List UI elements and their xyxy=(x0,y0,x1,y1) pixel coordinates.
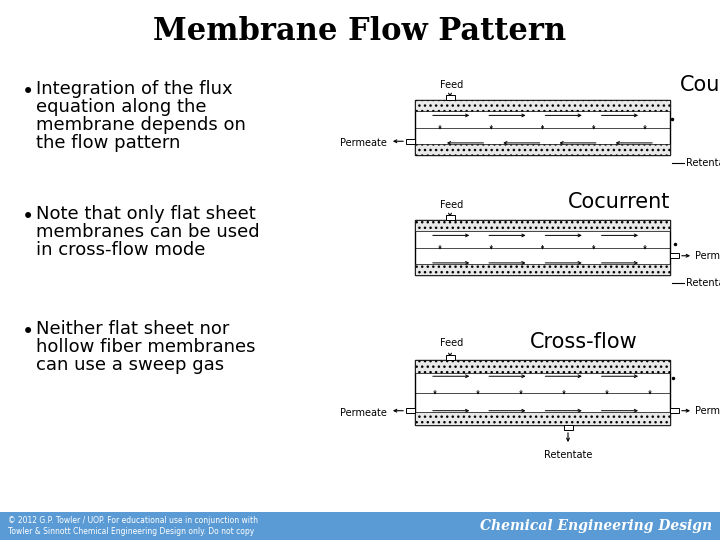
Bar xyxy=(415,360,670,373)
Bar xyxy=(406,408,415,413)
Text: Neither flat sheet nor: Neither flat sheet nor xyxy=(36,320,230,338)
Text: Countercurrent: Countercurrent xyxy=(680,75,720,95)
Bar xyxy=(415,264,670,275)
Text: Retentate: Retentate xyxy=(686,278,720,288)
Bar xyxy=(446,355,454,360)
Bar xyxy=(564,425,572,430)
Text: membranes can be used: membranes can be used xyxy=(36,223,260,241)
Bar xyxy=(415,100,670,111)
Text: Retentate: Retentate xyxy=(544,450,592,460)
Text: Feed: Feed xyxy=(440,200,463,210)
Text: Permeate: Permeate xyxy=(340,408,387,418)
Text: membrane depends on: membrane depends on xyxy=(36,116,246,134)
Text: Membrane Flow Pattern: Membrane Flow Pattern xyxy=(153,17,567,48)
Text: Chemical Engineering Design: Chemical Engineering Design xyxy=(480,519,712,533)
Text: Integration of the flux: Integration of the flux xyxy=(36,80,233,98)
Bar xyxy=(670,253,679,258)
Bar xyxy=(446,215,454,220)
Text: •: • xyxy=(22,82,35,102)
Text: •: • xyxy=(22,322,35,342)
Bar xyxy=(0,512,720,540)
Bar xyxy=(670,408,679,413)
Text: Permeate: Permeate xyxy=(695,251,720,261)
Bar xyxy=(415,100,670,155)
Text: Cross-flow: Cross-flow xyxy=(530,332,637,352)
Bar xyxy=(415,220,670,231)
Bar xyxy=(446,95,454,100)
Text: © 2012 G.P. Towler / UOP. For educational use in conjunction with
Towler & Sinno: © 2012 G.P. Towler / UOP. For educationa… xyxy=(8,516,258,536)
Bar xyxy=(415,220,670,275)
Text: in cross-flow mode: in cross-flow mode xyxy=(36,241,205,259)
Text: Permeate: Permeate xyxy=(695,406,720,416)
Text: Feed: Feed xyxy=(440,338,463,348)
Text: hollow fiber membranes: hollow fiber membranes xyxy=(36,338,256,356)
Text: •: • xyxy=(22,207,35,227)
Text: equation along the: equation along the xyxy=(36,98,207,116)
Bar xyxy=(415,412,670,425)
Bar xyxy=(415,144,670,155)
Text: Permeate: Permeate xyxy=(340,138,387,149)
Text: the flow pattern: the flow pattern xyxy=(36,134,181,152)
Text: Note that only flat sheet: Note that only flat sheet xyxy=(36,205,256,223)
Text: Cocurrent: Cocurrent xyxy=(568,192,670,212)
Text: can use a sweep gas: can use a sweep gas xyxy=(36,356,224,374)
Text: Retentate: Retentate xyxy=(686,158,720,168)
Text: Feed: Feed xyxy=(440,80,463,90)
Bar xyxy=(415,360,670,425)
Bar xyxy=(406,139,415,144)
